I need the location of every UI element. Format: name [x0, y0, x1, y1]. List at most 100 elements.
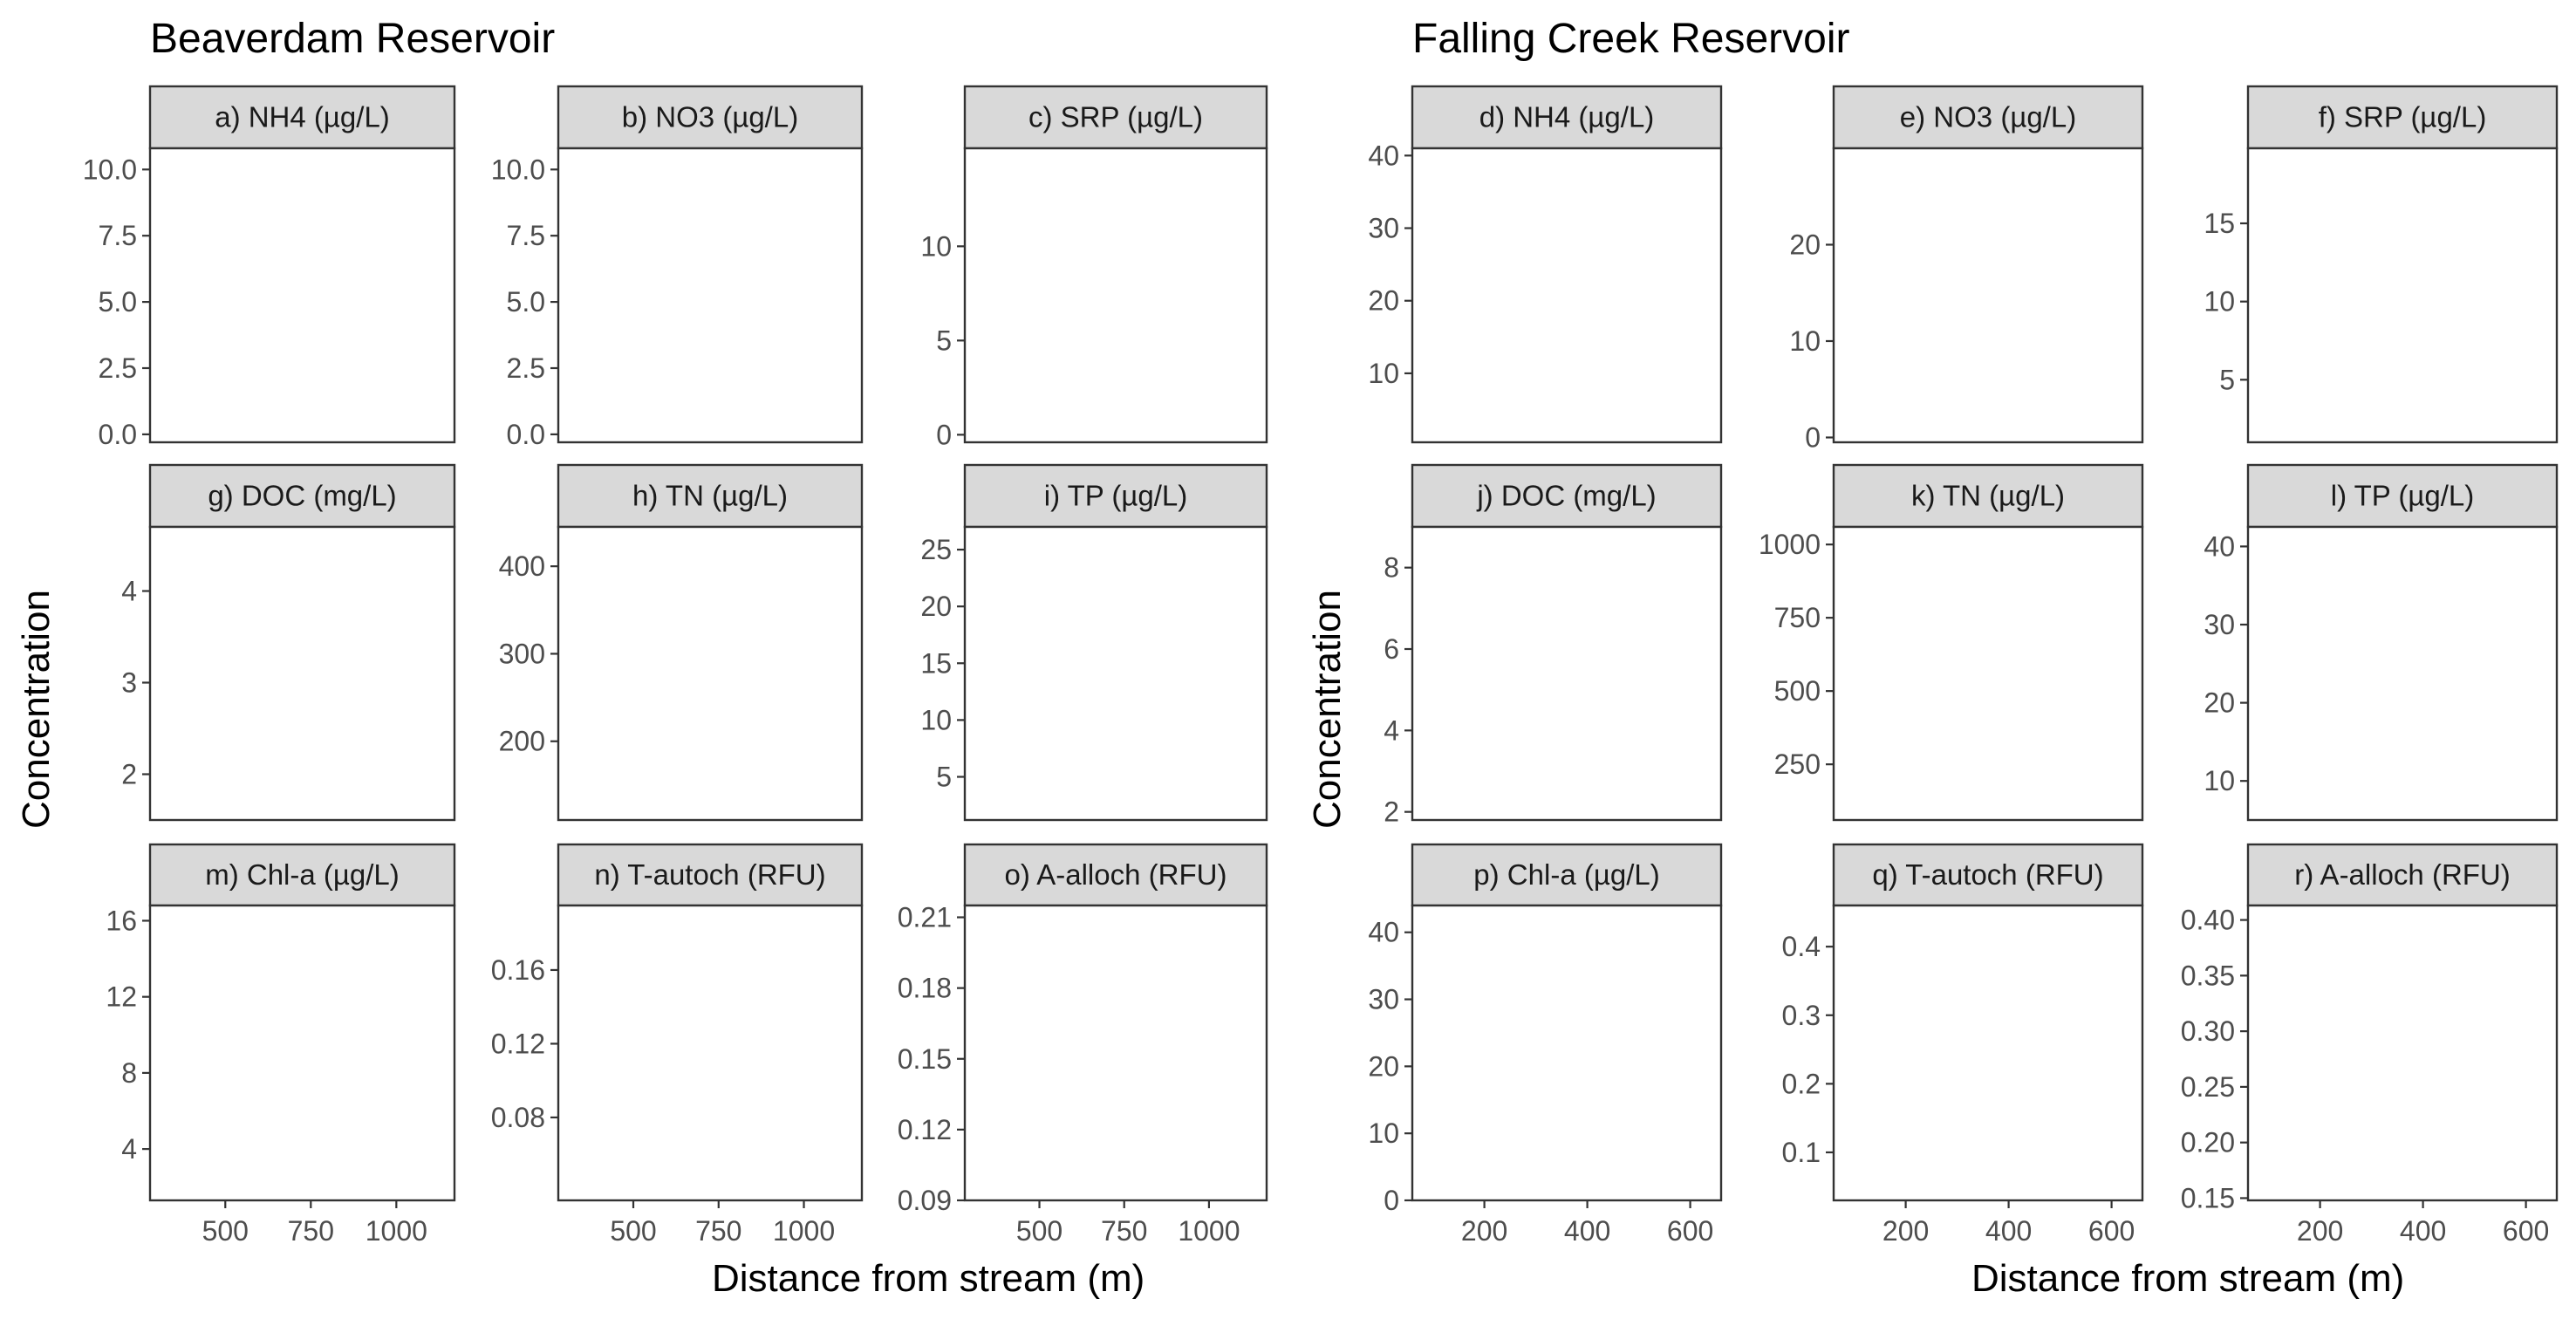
- panel-area: [557, 525, 864, 822]
- y-tick-label: 0.0: [507, 419, 545, 450]
- y-tick-label: 0: [1384, 1185, 1399, 1216]
- y-tick-label: 5.0: [99, 286, 137, 318]
- y-tick-label: 20: [920, 591, 952, 622]
- facet-strip-label: k) TN (µg/L): [1911, 480, 2065, 512]
- facet-strip-label: c) SRP (µg/L): [1028, 101, 1203, 133]
- y-tick-label: 5.0: [507, 286, 545, 318]
- x-tick-label: 400: [2400, 1215, 2446, 1247]
- facet-strip-label: n) T-autoch (RFU): [594, 858, 825, 891]
- y-tick-label: 0.12: [491, 1028, 545, 1059]
- y-tick-label: 40: [1368, 140, 1399, 171]
- y-tick-label: 0: [1805, 421, 1821, 453]
- y-tick-label: 4: [121, 576, 137, 607]
- y-tick-label: 0.12: [898, 1114, 952, 1145]
- x-tick-label: 750: [695, 1215, 741, 1247]
- y-tick-label: 0.20: [2181, 1127, 2235, 1158]
- facet-panel: n) T-autoch (RFU) 0.08 0.12 0.16 500 750 1000: [491, 843, 864, 1247]
- facet-panel: l) TP (µg/L) 10 20 30 40: [2204, 463, 2559, 822]
- facet-panel: g) DOC (mg/L) 2 3 4: [121, 463, 456, 822]
- x-tick-label: 400: [1564, 1215, 1610, 1247]
- facet-strip-label: r) A-alloch (RFU): [2294, 858, 2511, 891]
- y-tick-label: 4: [1384, 714, 1399, 746]
- y-tick-label: 0.25: [2181, 1071, 2235, 1103]
- facet-strip-label: e) NO3 (µg/L): [1900, 101, 2076, 133]
- y-tick-label: 0.15: [898, 1043, 952, 1075]
- x-tick-label: 750: [1101, 1215, 1147, 1247]
- facet-panel: p) Chl-a (µg/L) 0 10 20 30 40 200 400 600: [1368, 843, 1723, 1247]
- facet-strip: [1411, 843, 1723, 907]
- panel-area: [2246, 525, 2559, 822]
- y-tick-label: 15: [920, 647, 952, 679]
- x-axis-title: Distance from stream (m): [1971, 1257, 2404, 1300]
- facet-panel: a) NH4 (µg/L) 0.0 2.5 5.0 7.5 10.0: [83, 85, 456, 450]
- panel-area: [148, 525, 456, 822]
- panel-area: [1832, 147, 2144, 444]
- facet-strip-label: l) TP (µg/L): [2331, 480, 2475, 512]
- y-tick-label: 10: [2204, 286, 2235, 318]
- y-tick-label: 2.5: [99, 352, 137, 384]
- y-axis-title: Concentration: [15, 590, 58, 829]
- y-tick-label: 30: [1368, 213, 1399, 244]
- y-tick-label: 0.08: [491, 1102, 545, 1133]
- y-tick-label: 2: [1384, 796, 1399, 828]
- y-tick-label: 500: [1774, 675, 1821, 707]
- panel-area: [2246, 147, 2559, 444]
- x-tick-label: 400: [1985, 1215, 2032, 1247]
- panel-area: [1832, 904, 2144, 1202]
- facet-strip: [963, 843, 1268, 907]
- facet-strip: [148, 85, 456, 150]
- facet-panel: b) NO3 (µg/L) 0.0 2.5 5.0 7.5 10.0: [491, 85, 864, 450]
- y-tick-label: 0.30: [2181, 1015, 2235, 1047]
- y-tick-label: 750: [1774, 602, 1821, 633]
- x-tick-label: 600: [1667, 1215, 1713, 1247]
- y-tick-label: 10: [920, 230, 952, 262]
- y-tick-label: 20: [2204, 687, 2235, 719]
- facet-panel: j) DOC (mg/L) 2 4 6 8: [1384, 463, 1723, 828]
- facet-strip: [2246, 463, 2559, 529]
- y-tick-label: 10.0: [83, 154, 137, 185]
- y-tick-label: 250: [1774, 748, 1821, 780]
- y-tick-label: 0.18: [898, 973, 952, 1004]
- y-tick-label: 30: [1368, 984, 1399, 1015]
- facet-strip-label: b) NO3 (µg/L): [622, 101, 798, 133]
- facet-panel: c) SRP (µg/L) 0 5 10: [920, 85, 1268, 450]
- facet-strip-label: d) NH4 (µg/L): [1479, 101, 1655, 133]
- facet-strip-label: i) TP (µg/L): [1044, 480, 1188, 512]
- x-tick-label: 750: [288, 1215, 334, 1247]
- facet-strip-label: j) DOC (mg/L): [1476, 480, 1656, 512]
- y-tick-label: 0.21: [898, 902, 952, 933]
- y-tick-label: 0.09: [898, 1185, 952, 1216]
- facet-strip: [2246, 85, 2559, 150]
- panel-area: [557, 904, 864, 1202]
- facet-strip: [148, 843, 456, 907]
- y-tick-label: 5: [936, 325, 952, 356]
- facet-strip-label: g) DOC (mg/L): [208, 480, 396, 512]
- facet-panel: o) A-alloch (RFU) 0.09 0.12 0.15 0.18 0.21 500…: [898, 843, 1268, 1247]
- y-tick-label: 300: [499, 638, 545, 669]
- y-tick-label: 0.35: [2181, 960, 2235, 991]
- facet-strip-label: o) A-alloch (RFU): [1005, 858, 1227, 891]
- y-tick-label: 2: [121, 759, 137, 790]
- facet-strip-label: f) SRP (µg/L): [2319, 101, 2487, 133]
- facet-panel: i) TP (µg/L) 5 10 15 20 25: [920, 463, 1268, 822]
- facet-panel: m) Chl-a (µg/L) 4 8 12 16 500 750 1000: [106, 843, 456, 1247]
- y-tick-label: 1000: [1759, 529, 1821, 560]
- y-tick-label: 10: [1368, 1117, 1399, 1149]
- group-title: Beaverdam Reservoir: [150, 16, 555, 62]
- y-tick-label: 25: [920, 534, 952, 565]
- x-tick-label: 200: [1461, 1215, 1507, 1247]
- x-tick-label: 500: [610, 1215, 656, 1247]
- y-tick-label: 40: [2204, 530, 2235, 562]
- y-tick-label: 400: [499, 550, 545, 582]
- panel-area: [148, 147, 456, 444]
- y-tick-label: 10: [1789, 325, 1821, 357]
- y-tick-label: 10: [920, 704, 952, 735]
- y-tick-label: 0.40: [2181, 905, 2235, 936]
- facet-strip: [1411, 463, 1723, 529]
- facet-panel: r) A-alloch (RFU) 0.15 0.20 0.25 0.30 0.35 0.4…: [2181, 843, 2559, 1247]
- facet-panel: f) SRP (µg/L) 5 10 15: [2204, 85, 2559, 444]
- y-tick-label: 7.5: [99, 220, 137, 251]
- x-tick-label: 500: [1016, 1215, 1063, 1247]
